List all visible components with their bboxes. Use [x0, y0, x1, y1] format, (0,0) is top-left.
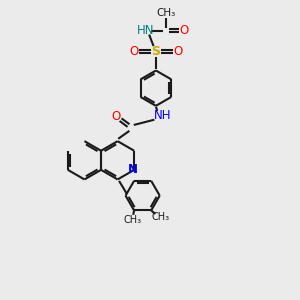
Text: CH₃: CH₃: [152, 212, 170, 222]
Text: O: O: [173, 45, 183, 58]
Text: HN: HN: [137, 24, 154, 37]
Text: CH₃: CH₃: [157, 8, 176, 18]
Text: N: N: [128, 164, 138, 176]
Text: CH₃: CH₃: [124, 215, 142, 225]
Text: O: O: [112, 110, 121, 123]
Text: NH: NH: [154, 109, 171, 122]
Text: S: S: [152, 45, 160, 58]
Text: O: O: [179, 24, 188, 37]
Text: O: O: [129, 45, 138, 58]
